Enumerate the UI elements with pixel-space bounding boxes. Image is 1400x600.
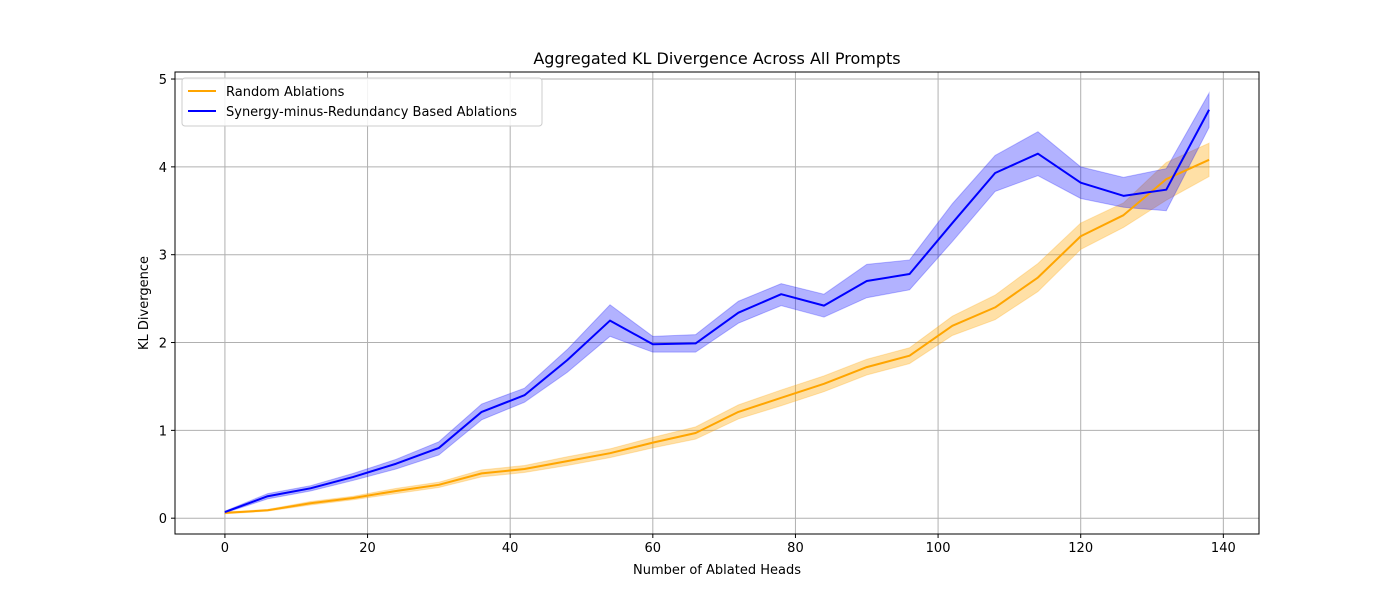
x-tick-label: 20 — [359, 541, 376, 556]
legend: Random Ablations Synergy-minus-Redundanc… — [181, 77, 543, 127]
confidence-bands — [224, 91, 1210, 515]
x-tick-label: 40 — [502, 541, 519, 556]
x-tick-label: 100 — [926, 541, 951, 556]
x-tick-label: 80 — [787, 541, 804, 556]
plot-frame — [174, 71, 1260, 535]
x-tick-label: 0 — [221, 541, 229, 556]
series-line-1 — [224, 109, 1210, 513]
y-tick-label: 0 — [159, 512, 167, 527]
y-axis-label: KL Divergence — [137, 256, 152, 350]
legend-label-random: Random Ablations — [226, 85, 345, 100]
grid — [175, 72, 1259, 534]
confidence-band-1 — [224, 91, 1210, 514]
y-tick-label: 5 — [159, 73, 167, 88]
y-tick-label: 4 — [159, 161, 167, 176]
y-tick-label: 1 — [159, 424, 167, 439]
x-tick-label: 140 — [1211, 541, 1236, 556]
y-tick-label: 3 — [159, 249, 167, 264]
x-tick-label: 60 — [645, 541, 662, 556]
series-line-0 — [224, 158, 1210, 514]
legend-label-synergy: Synergy-minus-Redundancy Based Ablations — [226, 105, 517, 120]
legend-box — [181, 77, 543, 127]
series-lines — [224, 109, 1210, 514]
x-tick-label: 120 — [1068, 541, 1093, 556]
chart-title: Aggregated KL Divergence Across All Prom… — [533, 49, 900, 68]
confidence-band-0 — [224, 142, 1210, 515]
y-tick-label: 2 — [159, 337, 167, 352]
x-axis-label: Number of Ablated Heads — [633, 563, 801, 578]
axis-ticks: 0 20 40 60 80 100 120 140 0 1 2 3 4 5 — [159, 73, 1236, 556]
